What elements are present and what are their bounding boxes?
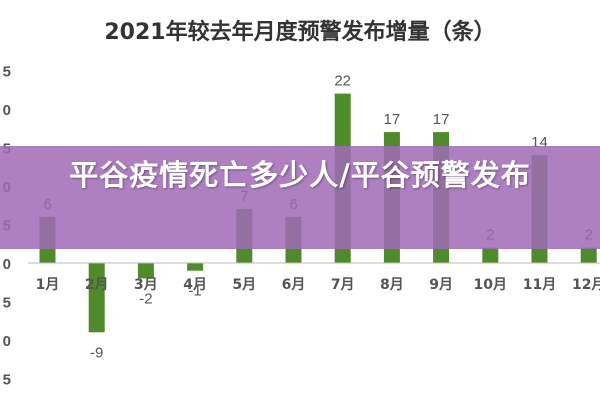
x-tick-label: 4月 xyxy=(183,277,207,293)
data-label: -9 xyxy=(90,344,103,361)
y-tick-label: 5 xyxy=(3,295,11,312)
data-label: 22 xyxy=(334,73,351,90)
data-label: -1 xyxy=(188,283,201,300)
bar-3月 xyxy=(137,263,154,279)
chart-title: 2021年较去年月度预警发布增量（条） xyxy=(104,20,496,45)
bar-10月 xyxy=(482,247,499,263)
x-tick-label: 5月 xyxy=(232,277,256,293)
x-axis-tick-labels: 1月 2月 3月 4月 5月 6月 7月 8月 9月 10月 11月 12月 xyxy=(36,277,600,293)
x-tick-label: 11月 xyxy=(523,277,556,293)
data-label: 17 xyxy=(433,111,450,128)
x-tick-label: 9月 xyxy=(429,277,453,293)
data-label: -2 xyxy=(139,290,152,307)
y-tick-label: 0 xyxy=(3,102,11,119)
x-tick-label: 2月 xyxy=(85,277,109,293)
y-tick-label: 5 xyxy=(3,64,11,81)
y-tick-label: 5 xyxy=(3,372,11,389)
data-label: 17 xyxy=(384,111,401,128)
x-tick-label: 10月 xyxy=(474,277,507,293)
bar-4月 xyxy=(187,263,204,271)
x-tick-label: 3月 xyxy=(134,277,158,293)
x-tick-label: 6月 xyxy=(282,277,306,293)
x-tick-label: 12月 xyxy=(572,277,600,293)
x-tick-label: 1月 xyxy=(36,277,60,293)
y-tick-label: 0 xyxy=(3,333,11,350)
x-tick-label: 7月 xyxy=(331,277,355,293)
banner-text: 平谷疫情死亡多少人/平谷预警发布 xyxy=(69,158,531,192)
overlay-banner xyxy=(0,146,600,249)
bar-2月 xyxy=(88,263,105,333)
y-tick-label: 0 xyxy=(3,256,11,273)
x-tick-label: 8月 xyxy=(380,277,404,293)
bar-12月 xyxy=(580,247,597,263)
